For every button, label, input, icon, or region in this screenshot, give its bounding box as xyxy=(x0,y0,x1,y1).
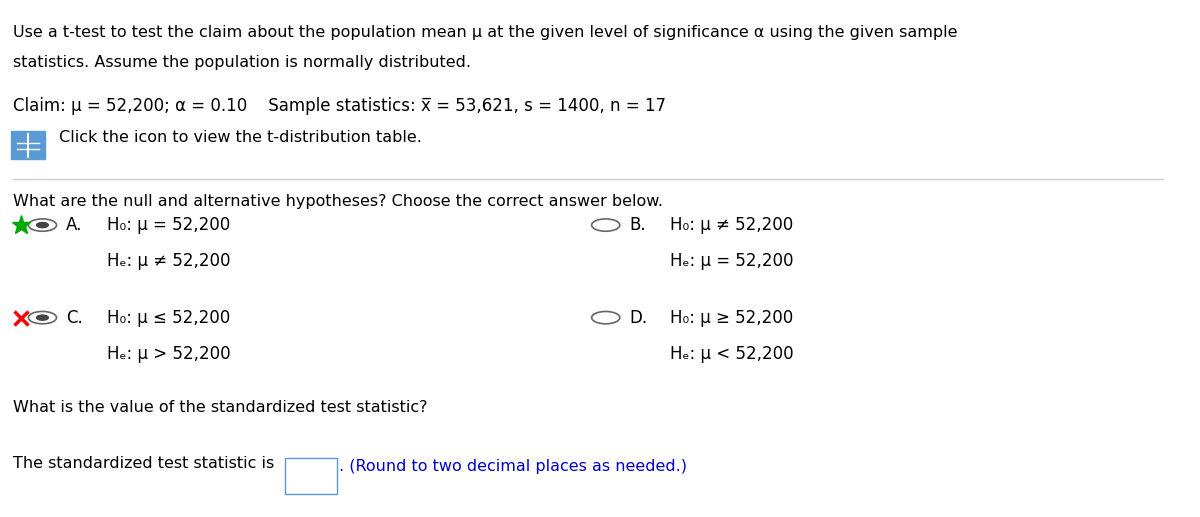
Text: C.: C. xyxy=(66,309,83,327)
FancyBboxPatch shape xyxy=(286,458,337,494)
Text: Hₑ: μ = 52,200: Hₑ: μ = 52,200 xyxy=(671,252,793,270)
FancyBboxPatch shape xyxy=(11,131,44,159)
Text: . (Round to two decimal places as needed.): . (Round to two decimal places as needed… xyxy=(340,459,688,474)
Text: H₀: μ ≥ 52,200: H₀: μ ≥ 52,200 xyxy=(671,309,793,327)
Text: H₀: μ ≤ 52,200: H₀: μ ≤ 52,200 xyxy=(107,309,230,327)
Text: D.: D. xyxy=(629,309,647,327)
Text: Click the icon to view the t-distribution table.: Click the icon to view the t-distributio… xyxy=(54,130,422,145)
Text: statistics. Assume the population is normally distributed.: statistics. Assume the population is nor… xyxy=(13,55,472,70)
Text: Hₑ: μ ≠ 52,200: Hₑ: μ ≠ 52,200 xyxy=(107,252,230,270)
Text: B.: B. xyxy=(629,216,646,234)
Text: H₀: μ = 52,200: H₀: μ = 52,200 xyxy=(107,216,230,234)
Text: The standardized test statistic is: The standardized test statistic is xyxy=(13,457,275,472)
Text: Hₑ: μ > 52,200: Hₑ: μ > 52,200 xyxy=(107,345,230,362)
Text: What is the value of the standardized test statistic?: What is the value of the standardized te… xyxy=(13,400,427,415)
Text: H₀: μ ≠ 52,200: H₀: μ ≠ 52,200 xyxy=(671,216,793,234)
Text: Use a t-test to test the claim about the population mean μ at the given level of: Use a t-test to test the claim about the… xyxy=(13,24,958,39)
Circle shape xyxy=(36,222,48,227)
Text: Hₑ: μ < 52,200: Hₑ: μ < 52,200 xyxy=(671,345,794,362)
Text: What are the null and alternative hypotheses? Choose the correct answer below.: What are the null and alternative hypoth… xyxy=(13,194,664,209)
Text: A.: A. xyxy=(66,216,83,234)
Text: Claim: μ = 52,200; α = 0.10    Sample statistics: x̅ = 53,621, s = 1400, n = 17: Claim: μ = 52,200; α = 0.10 Sample stati… xyxy=(13,97,666,115)
Circle shape xyxy=(36,315,48,320)
